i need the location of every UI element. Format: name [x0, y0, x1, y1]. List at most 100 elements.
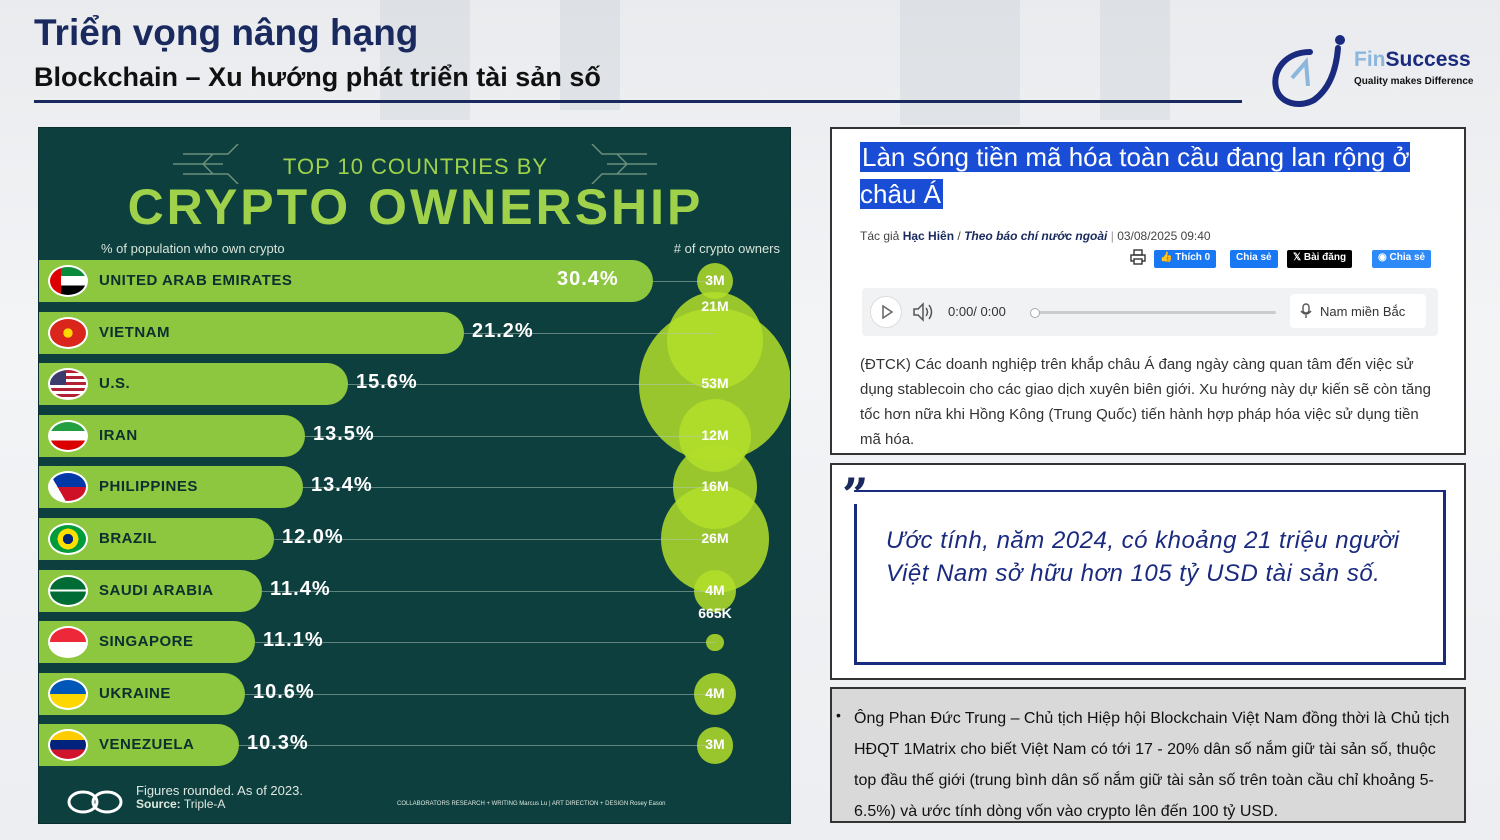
- ownership-bar: [39, 363, 348, 406]
- infographic-credits: COLLABORATORS RESEARCH + WRITING Marcus …: [397, 801, 666, 807]
- country-name: U.S.: [99, 375, 131, 393]
- country-row: UNITED ARAB EMIRATES 30.4%: [39, 260, 790, 302]
- leader-line: [274, 539, 715, 540]
- country-row: U.S. 15.6%: [39, 363, 790, 406]
- country-name: SINGAPORE: [99, 633, 194, 651]
- volume-icon[interactable]: [912, 301, 936, 323]
- percent-label: 15.6%: [356, 371, 418, 394]
- country-name: PHILIPPINES: [99, 478, 198, 496]
- audio-player: 0:00/ 0:00 Nam miền Bắc: [862, 288, 1438, 336]
- iran-flag-icon: [48, 419, 88, 452]
- ownership-bar: [39, 260, 653, 302]
- country-row: VENEZUELA 10.3%: [39, 724, 790, 767]
- facebook-share-button[interactable]: Chia sẻ: [1230, 250, 1278, 268]
- owners-label: 26M: [701, 530, 729, 546]
- voice-select[interactable]: Nam miền Bắc: [1290, 294, 1426, 328]
- saudi-arabia-flag-icon: [48, 574, 88, 607]
- ukraine-flag-icon: [48, 677, 88, 710]
- percent-label: 11.1%: [263, 629, 324, 652]
- author-link[interactable]: Hạc Hiên: [902, 229, 955, 243]
- page-subtitle: Blockchain – Xu hướng phát triển tài sản…: [34, 62, 601, 92]
- percent-label: 13.4%: [311, 474, 373, 497]
- quote-text: Ước tính, năm 2024, có khoảng 21 triệu n…: [886, 527, 1400, 587]
- leader-line: [262, 590, 715, 592]
- owners-label: 21M: [701, 297, 729, 314]
- brazil-flag-icon: [48, 523, 88, 555]
- leader-line: [464, 332, 715, 334]
- philippines-flag-icon: [48, 471, 88, 504]
- source-link[interactable]: Theo báo chí nước ngoài: [964, 229, 1108, 243]
- country-name: VIETNAM: [99, 323, 170, 341]
- finsuccess-logo: FinSuccess Quality makes Difference: [1266, 34, 1476, 110]
- infographic-footnote: Figures rounded. As of 2023.: [136, 783, 303, 798]
- country-row: UKRAINE 10.6%: [39, 672, 790, 715]
- print-icon[interactable]: [1130, 249, 1146, 265]
- x-post-button[interactable]: 𝕏 Bài đăng: [1287, 250, 1353, 268]
- quote-card: ” Ước tính, năm 2024, có khoảng 21 triệu…: [830, 463, 1466, 680]
- percent-label: 12.0%: [282, 526, 344, 548]
- visual-capitalist-logo-icon: [67, 790, 123, 814]
- microphone-icon: [1300, 303, 1312, 318]
- leader-line: [245, 693, 715, 695]
- owners-label: 3M: [705, 736, 725, 753]
- article-datetime: 03/08/2025 09:40: [1117, 229, 1211, 243]
- percent-label: 21.2%: [472, 319, 534, 342]
- audio-progress-slider[interactable]: [1030, 308, 1276, 318]
- owners-bubble: [706, 633, 724, 651]
- bullet-text: Ông Phan Đức Trung – Chủ tịch Hiệp hội B…: [854, 710, 1450, 820]
- vietnam-flag-icon: [48, 316, 88, 349]
- infographic-headline: CRYPTO OWNERSHIP: [127, 179, 704, 235]
- circuit-left-icon: [173, 144, 239, 184]
- percent-axis-label: % of population who own crypto: [101, 241, 285, 256]
- usa-flag-icon: [48, 368, 88, 401]
- news-article-card: Làn sóng tiền mã hóa toàn cầu đang lan r…: [830, 127, 1466, 455]
- percent-label: 10.6%: [253, 680, 315, 703]
- country-row: SINGAPORE 11.1%: [39, 621, 790, 664]
- percent-label: 11.4%: [270, 577, 331, 600]
- quote-mark-icon: ”: [842, 468, 869, 522]
- article-byline: Tác giả Hạc Hiên / Theo báo chí nước ngo…: [860, 229, 1211, 243]
- infographic-source: Source: Triple-A: [136, 797, 226, 811]
- audio-time: 0:00/ 0:00: [948, 304, 1006, 319]
- bullet-note-card: • Ông Phan Đức Trung – Chủ tịch Hiệp hội…: [830, 687, 1466, 823]
- owners-label: 3M: [705, 272, 725, 288]
- singapore-flag-icon: [48, 626, 88, 659]
- logo-name: FinSuccess: [1354, 48, 1471, 71]
- country-name: IRAN: [99, 426, 138, 444]
- play-button[interactable]: [870, 296, 902, 328]
- owners-label: 4M: [705, 581, 725, 598]
- country-row: VIETNAM 21.2%: [39, 311, 790, 354]
- infographic-top-line: TOP 10 COUNTRIES BY: [282, 154, 549, 179]
- circuit-right-icon: [591, 144, 657, 184]
- country-name: UNITED ARAB EMIRATES: [99, 272, 293, 289]
- leader-line: [239, 745, 715, 747]
- country-row: IRAN 13.5%: [39, 414, 790, 457]
- country-name: BRAZIL: [99, 530, 157, 547]
- page-title: Triển vọng nâng hạng: [34, 12, 419, 53]
- facebook-like-button[interactable]: 👍 Thích 0: [1154, 250, 1217, 268]
- header-divider: [34, 100, 1242, 103]
- ownership-bar: [39, 311, 464, 354]
- play-icon: [882, 304, 894, 320]
- country-name: SAUDI ARABIA: [99, 581, 214, 599]
- bullet-dot-icon: •: [836, 707, 841, 723]
- leader-line: [255, 642, 715, 644]
- owners-label: 53M: [701, 375, 729, 392]
- leader-line: [305, 435, 715, 437]
- country-row: BRAZIL 12.0%: [39, 518, 790, 560]
- article-headline[interactable]: Làn sóng tiền mã hóa toàn cầu đang lan r…: [860, 142, 1410, 209]
- uae-flag-icon: [48, 265, 88, 297]
- leader-line: [348, 384, 715, 386]
- quote-frame: [854, 490, 1446, 665]
- crypto-ownership-infographic: TOP 10 COUNTRIES BY CRYPTO OWNERSHIP % o…: [38, 127, 791, 824]
- owners-label: 12M: [701, 426, 729, 443]
- messenger-share-button[interactable]: ◉ Chia sẻ: [1372, 250, 1432, 268]
- logo-tagline: Quality makes Difference: [1354, 76, 1474, 87]
- percent-label: 30.4%: [557, 268, 619, 290]
- leader-line: [653, 281, 715, 282]
- percent-label: 13.5%: [313, 422, 375, 445]
- percent-label: 10.3%: [247, 732, 309, 755]
- article-lead: (ĐTCK) Các doanh nghiệp trên khắp châu Á…: [860, 356, 1431, 448]
- owners-axis-label: # of crypto owners: [673, 241, 780, 256]
- country-name: VENEZUELA: [99, 736, 195, 754]
